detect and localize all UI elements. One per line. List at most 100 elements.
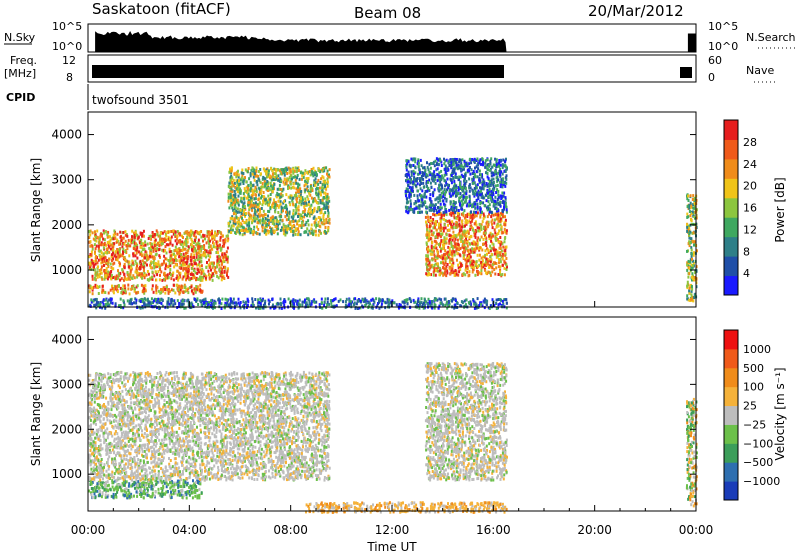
echo-pixel (428, 189, 431, 192)
echo-pixel (247, 211, 250, 215)
echo-pixel (491, 270, 494, 274)
echo-pixel (251, 208, 254, 212)
echo-pixel (300, 217, 303, 220)
echo-pixel (296, 176, 298, 180)
echo-pixel (154, 265, 157, 269)
echo-pixel (191, 239, 194, 243)
echo-pixel (305, 230, 308, 234)
echo-pixel (432, 160, 435, 164)
echo-pixel (319, 216, 322, 220)
echo-pixel (121, 245, 124, 249)
echo-pixel (93, 268, 96, 272)
echo-pixel (437, 306, 440, 310)
echo-pixel (436, 254, 439, 258)
echo-pixel (247, 188, 250, 192)
echo-pixel (228, 185, 231, 189)
echo-pixel (428, 268, 431, 272)
echo-pixel (458, 232, 461, 236)
echo-pixel (473, 222, 476, 226)
echo-pixel (123, 266, 126, 270)
echo-pixel (417, 158, 420, 162)
echo-pixel (253, 225, 256, 229)
echo-pixel (370, 298, 373, 302)
echo-pixel (115, 274, 118, 278)
echo-pixel (440, 164, 443, 167)
echo-pixel (127, 276, 130, 280)
echo-pixel (414, 171, 417, 175)
echo-pixel (263, 230, 266, 234)
echo-pixel (405, 179, 408, 182)
echo-pixel (140, 265, 143, 269)
echo-pixel (454, 226, 457, 229)
echo-pixel (462, 256, 465, 260)
echo-pixel (475, 165, 478, 169)
echo-pixel (241, 219, 244, 222)
echo-pixel (496, 198, 499, 201)
echo-pixel (325, 231, 328, 235)
echo-pixel (454, 166, 456, 170)
echo-pixel (474, 206, 477, 210)
echo-pixel (454, 242, 457, 246)
echo-pixel (248, 208, 251, 211)
echo-pixel (269, 200, 271, 204)
echo-pixel (493, 268, 496, 271)
echo-pixel (492, 204, 495, 208)
echo-pixel (260, 196, 263, 200)
echo-pixel (139, 252, 142, 256)
echo-pixel (457, 186, 460, 189)
echo-pixel (324, 229, 326, 233)
echo-pixel (456, 217, 459, 221)
echo-pixel (423, 166, 426, 170)
echo-pixel (90, 250, 93, 254)
echo-pixel (203, 246, 206, 250)
echo-pixel (174, 235, 177, 238)
echo-pixel (124, 230, 127, 234)
echo-pixel (434, 181, 437, 185)
echo-pixel (301, 303, 304, 307)
echo-pixel (476, 243, 479, 247)
echo-pixel (451, 246, 454, 250)
echo-pixel (425, 300, 428, 304)
echo-pixel (260, 172, 262, 176)
echo-pixel (325, 202, 328, 206)
echo-pixel (106, 247, 109, 251)
echo-pixel (242, 300, 245, 304)
echo-pixel (474, 220, 477, 224)
echo-pixel (499, 253, 502, 257)
echo-pixel (465, 214, 467, 217)
echo-pixel (466, 244, 469, 248)
echo-pixel (114, 302, 117, 306)
echo-pixel (195, 278, 197, 282)
echo-pixel (478, 177, 481, 181)
echo-pixel (309, 173, 312, 177)
echo-pixel (100, 261, 103, 265)
echo-pixel (164, 278, 167, 282)
echo-pixel (495, 191, 498, 194)
echo-pixel (267, 298, 270, 302)
echo-pixel (144, 261, 147, 265)
echo-pixel (437, 187, 440, 190)
echo-pixel (95, 239, 98, 243)
echo-pixel (253, 206, 256, 210)
echo-pixel (462, 195, 465, 199)
echo-pixel (426, 257, 428, 261)
echo-pixel (442, 195, 445, 199)
echo-pixel (323, 222, 326, 226)
echo-pixel (293, 186, 296, 190)
echo-pixel (434, 175, 437, 178)
echo-pixel (268, 218, 271, 222)
echo-pixel (111, 301, 114, 305)
echo-pixel (439, 245, 441, 249)
echo-pixel (502, 208, 505, 212)
echo-pixel (455, 206, 458, 209)
echo-pixel (279, 200, 282, 204)
echo-pixel (477, 167, 480, 171)
echo-pixel (409, 193, 412, 197)
echo-pixel (89, 284, 92, 288)
echo-pixel (212, 234, 215, 238)
echo-pixel (452, 176, 455, 180)
echo-pixel (233, 217, 236, 221)
echo-pixel (438, 209, 440, 213)
echo-pixel (116, 284, 119, 288)
echo-pixel (283, 199, 286, 203)
